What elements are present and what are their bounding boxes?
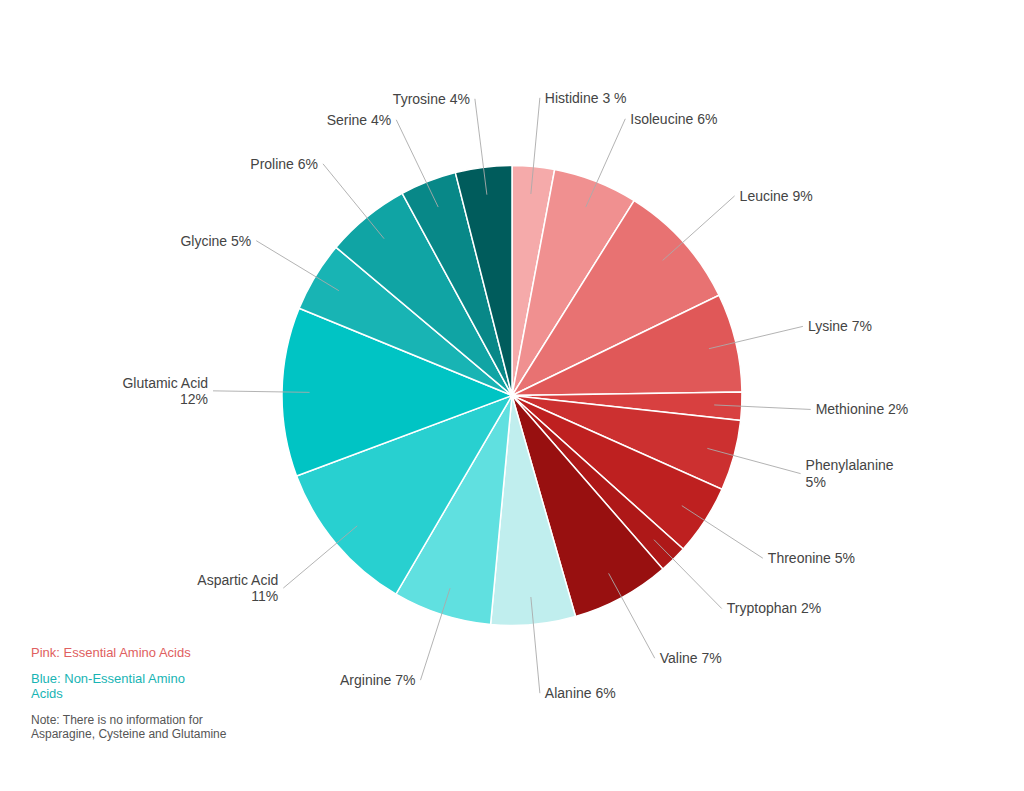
text-line: Alanine 6% — [545, 685, 616, 701]
leader-line — [396, 120, 438, 207]
text-line: Histidine 3 % — [545, 90, 627, 106]
chart: Histidine 3 %Isoleucine 6% Leucine 9% Lysi… — [0, 0, 1024, 791]
leader-line — [420, 588, 450, 680]
text-line: Methionine 2% — [816, 401, 909, 417]
slice-label: Arginine 7% — [340, 672, 416, 688]
leader-line — [654, 540, 722, 609]
slice-label: Phenylalanine5% — [806, 457, 894, 489]
slice-label: Tyrosine 4% — [393, 91, 470, 107]
slice-label: Aspartic Acid11% — [197, 572, 278, 604]
text-line: 5% — [806, 474, 826, 490]
text-line: Tryptophan 2% — [727, 600, 821, 616]
annotation: Blue: Non-Essential AminoAcids — [31, 671, 185, 702]
text-line: Lysine 7% — [808, 318, 872, 334]
pie: Histidine 3 %Isoleucine 6% Leucine 9% Lysi… — [122, 90, 908, 701]
text-line: Aspartic Acid — [197, 572, 278, 588]
leader-line — [256, 241, 339, 291]
text-line: Valine 7% — [660, 650, 722, 666]
slice-label: Glycine 5% — [180, 233, 251, 249]
slice-label: Glutamic Acid12% — [122, 375, 208, 407]
text-line: 11% — [251, 588, 278, 604]
slice-label: Methionine 2% — [816, 401, 909, 417]
text-line: Glutamic Acid — [122, 375, 208, 391]
text-line: Glycine 5% — [180, 233, 251, 249]
text-line: Acids — [31, 686, 63, 701]
text-line: Proline 6% — [250, 156, 318, 172]
text-line: Phenylalanine — [806, 457, 894, 473]
text-line: 12% — [180, 391, 208, 407]
annotation: Pink: Essential Amino Acids — [31, 645, 191, 660]
slice-label: Proline 6% — [250, 156, 318, 172]
slice-label: Tryptophan 2% — [727, 600, 821, 616]
leader-line — [709, 326, 803, 348]
annotations: Pink: Essential Amino Acids Blue: Non-Ess… — [31, 645, 227, 741]
text-line: Leucine 9% — [740, 188, 813, 204]
text-line: Serine 4% — [327, 112, 392, 128]
text-line: Threonine 5% — [768, 550, 855, 566]
slice-label: Valine 7% — [660, 650, 722, 666]
leader-line — [714, 405, 810, 410]
text-line: Note: There is no information for — [31, 713, 203, 727]
leader-line — [283, 526, 357, 588]
leader-line — [531, 597, 540, 693]
leader-line — [323, 164, 384, 239]
text-line: Arginine 7% — [340, 672, 416, 688]
slice — [512, 295, 742, 395]
slice-label: Leucine 9% — [740, 188, 813, 204]
slice-label: Serine 4% — [327, 112, 392, 128]
text-line: Isoleucine 6% — [630, 111, 717, 127]
slice-label: Isoleucine 6% — [630, 111, 717, 127]
leader-line — [475, 99, 487, 195]
leader-line — [609, 573, 655, 658]
text-line: Pink: Essential Amino Acids — [31, 645, 191, 660]
slice-label: Alanine 6% — [545, 685, 616, 701]
leader-line — [531, 98, 540, 194]
slices — [282, 166, 742, 626]
annotation: Note: There is no information forAsparag… — [31, 713, 227, 741]
slice-label: Histidine 3 % — [545, 90, 627, 106]
leader-line — [213, 391, 310, 393]
text-line: Blue: Non-Essential Amino — [31, 671, 185, 686]
text-line: Asparagine, Cysteine and Glutamine — [31, 727, 227, 741]
leader-line — [663, 196, 735, 260]
labels: Histidine 3 %Isoleucine 6% Leucine 9% Lysi… — [122, 90, 908, 701]
leader-line — [682, 506, 763, 559]
slice-label: Lysine 7% — [808, 318, 872, 334]
slice — [455, 166, 512, 396]
leader-line — [707, 448, 800, 473]
slice-label: Threonine 5% — [768, 550, 855, 566]
leader-line — [586, 119, 626, 207]
text-line: Tyrosine 4% — [393, 91, 470, 107]
